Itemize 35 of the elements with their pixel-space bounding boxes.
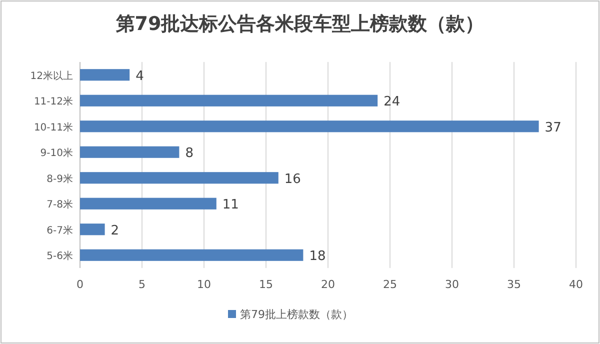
- bar: [80, 249, 304, 261]
- data-label: 4: [136, 68, 144, 84]
- legend-label: 第79批上榜款数（款）: [240, 308, 353, 321]
- data-label: 16: [284, 172, 301, 187]
- bar: [80, 94, 378, 106]
- y-tick-label: 7-8米: [46, 198, 73, 211]
- data-label: 18: [309, 249, 326, 264]
- y-tick-label: 9-10米: [40, 147, 73, 160]
- y-tick-label: 10-11米: [34, 121, 73, 134]
- x-tick-label: 25: [383, 278, 397, 291]
- data-label: 2: [110, 223, 120, 238]
- bar: [80, 120, 539, 132]
- y-tick-label: 5-6米: [46, 250, 73, 262]
- data-label: 8: [185, 146, 194, 162]
- data-label: 11: [222, 198, 239, 213]
- y-tick-label: 11-12米: [34, 96, 73, 108]
- bar: [80, 146, 180, 158]
- x-tick-label: 10: [197, 278, 211, 291]
- x-tick-label: 15: [259, 278, 273, 291]
- x-tick-label: 0: [76, 278, 84, 291]
- bar: [80, 69, 130, 81]
- data-label: 24: [384, 94, 400, 110]
- y-tick-label: 6-7米: [46, 224, 73, 236]
- x-tick-label: 20: [321, 278, 335, 291]
- x-tick-label: 5: [138, 278, 146, 291]
- x-tick-label: 35: [507, 278, 521, 291]
- y-tick-label: 12米以上: [30, 70, 73, 82]
- x-tick-label: 40: [569, 278, 583, 291]
- bar: [80, 224, 105, 236]
- bar: [80, 172, 278, 184]
- y-tick-label: 8-9米: [46, 172, 73, 185]
- x-tick-label: 30: [445, 278, 459, 291]
- data-label: 37: [544, 120, 562, 136]
- chart-title: 第79批达标公告各米段车型上榜款数（款）: [114, 13, 484, 35]
- bar: [80, 198, 216, 210]
